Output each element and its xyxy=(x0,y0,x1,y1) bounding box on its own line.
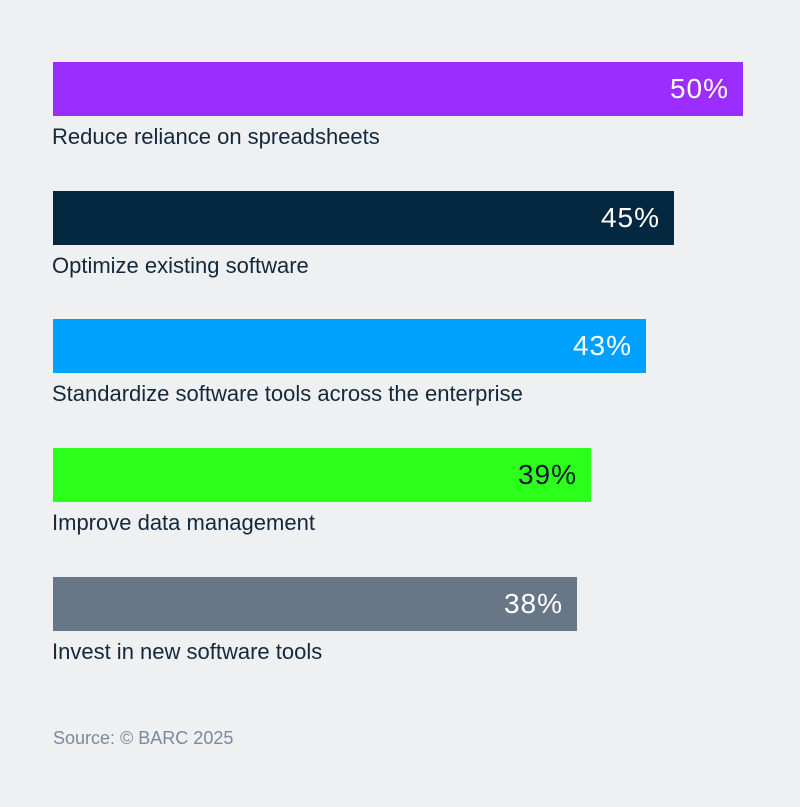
bar: 38% xyxy=(53,577,577,631)
bar: 45% xyxy=(53,191,674,245)
bar-value-label: 50% xyxy=(669,73,729,104)
category-label: Reduce reliance on spreadsheets xyxy=(52,124,380,149)
bar-value-label: 45% xyxy=(600,202,660,233)
category-label: Improve data management xyxy=(52,510,315,535)
bar-value-label: 38% xyxy=(503,588,563,619)
bar-value-label: 39% xyxy=(517,459,577,490)
bar: 39% xyxy=(53,448,591,502)
category-label: Invest in new software tools xyxy=(52,639,323,664)
category-label: Optimize existing software xyxy=(52,253,309,278)
bar: 43% xyxy=(53,319,646,373)
category-label: Standardize software tools across the en… xyxy=(52,381,523,406)
bar: 50% xyxy=(53,62,743,116)
bar-value-label: 43% xyxy=(572,330,632,361)
source-note: Source: © BARC 2025 xyxy=(53,728,234,748)
